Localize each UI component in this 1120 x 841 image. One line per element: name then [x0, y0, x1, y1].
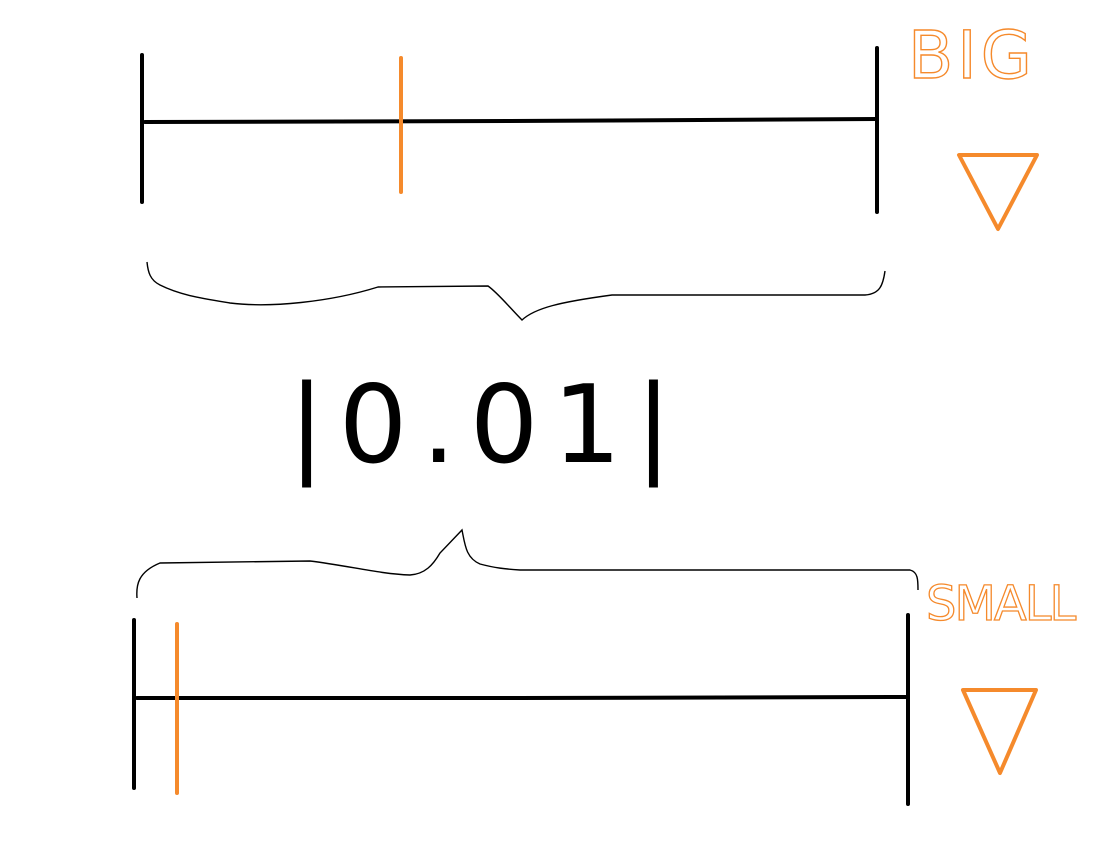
top-scale: [140, 46, 879, 214]
down-triangle-icon: [961, 688, 1038, 775]
center-value: |0.01|: [288, 363, 685, 488]
top-scale-baseline: [143, 117, 879, 124]
bottom-brace: [136, 528, 919, 599]
bottom-scale-baseline: [135, 695, 909, 700]
top-brace: [146, 261, 886, 321]
big-label: BIG: [908, 17, 1036, 94]
down-triangle-icon: [957, 153, 1039, 231]
small-label: SMALL: [926, 576, 1076, 632]
bottom-scale: [132, 613, 910, 806]
